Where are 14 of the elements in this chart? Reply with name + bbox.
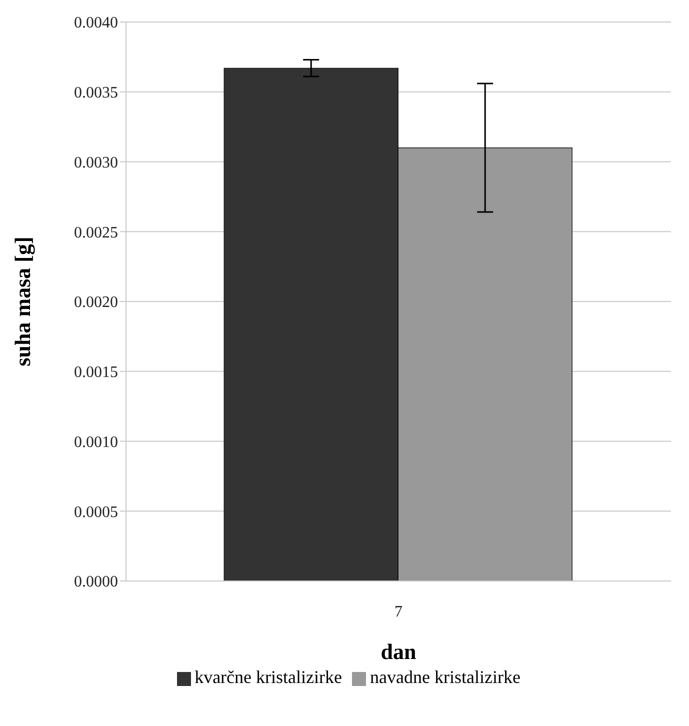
legend-label: navadne kristalizirke — [370, 667, 520, 687]
x-tick-label: 7 — [394, 603, 402, 620]
y-tick-label: 0.0010 — [74, 434, 118, 451]
y-tick-label: 0.0000 — [74, 574, 118, 591]
y-tick-label: 0.0020 — [74, 294, 118, 312]
y-tick-label: 0.0015 — [74, 364, 118, 382]
x-axis-title: dan — [380, 639, 416, 664]
y-tick-label: 0.0025 — [74, 224, 118, 242]
y-tick-label: 0.0040 — [74, 14, 118, 32]
y-tick-label: 0.0030 — [74, 154, 118, 172]
y-axis-title: suha masa [g] — [10, 236, 35, 366]
legend-label: kvarčne kristalizirke — [194, 667, 342, 687]
y-tick-label: 0.0005 — [74, 504, 118, 521]
y-tick-label: 0.0035 — [74, 84, 118, 102]
